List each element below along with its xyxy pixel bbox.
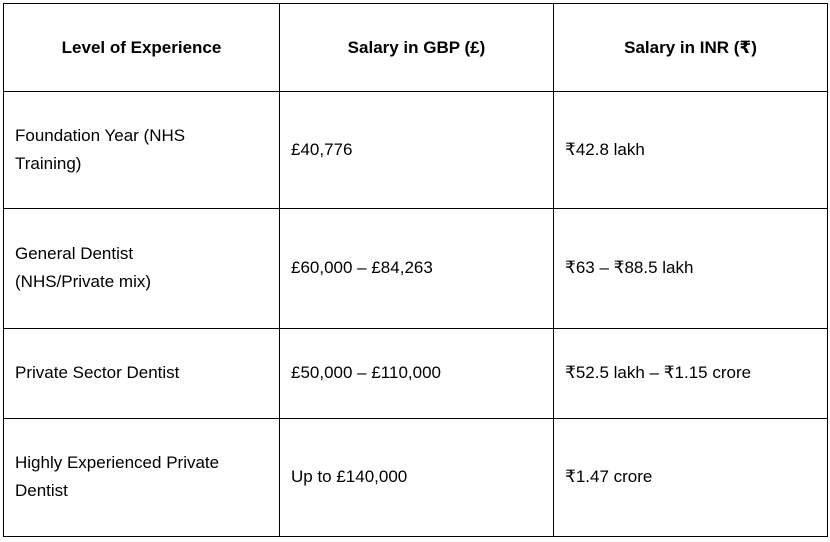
cell-experience-level: Highly Experienced Private Dentist bbox=[3, 417, 280, 538]
cell-experience-level: Private Sector Dentist bbox=[3, 327, 280, 419]
table-row: Highly Experienced Private Dentist Up to… bbox=[3, 417, 828, 538]
cell-salary-gbp: £50,000 – £110,000 bbox=[279, 327, 554, 419]
table-row: General Dentist (NHS/Private mix) £60,00… bbox=[3, 208, 828, 329]
header-cell-salary-inr: Salary in INR (₹) bbox=[553, 3, 828, 92]
table-header-row: Level of Experience Salary in GBP (£) Sa… bbox=[3, 3, 828, 92]
header-cell-salary-gbp: Salary in GBP (£) bbox=[279, 3, 554, 92]
salary-table: Level of Experience Salary in GBP (£) Sa… bbox=[3, 3, 828, 538]
cell-salary-inr: ₹42.8 lakh bbox=[553, 90, 828, 210]
cell-experience-level: General Dentist (NHS/Private mix) bbox=[3, 208, 280, 329]
cell-salary-gbp: £40,776 bbox=[279, 90, 554, 210]
cell-salary-inr: ₹52.5 lakh – ₹1.15 crore bbox=[553, 327, 828, 419]
cell-salary-gbp: Up to £140,000 bbox=[279, 417, 554, 538]
table-row: Foundation Year (NHS Training) £40,776 ₹… bbox=[3, 90, 828, 210]
table-row: Private Sector Dentist £50,000 – £110,00… bbox=[3, 327, 828, 419]
cell-experience-level: Foundation Year (NHS Training) bbox=[3, 90, 280, 210]
header-cell-level-of-experience: Level of Experience bbox=[3, 3, 280, 92]
cell-salary-inr: ₹1.47 crore bbox=[553, 417, 828, 538]
cell-salary-inr: ₹63 – ₹88.5 lakh bbox=[553, 208, 828, 329]
cell-salary-gbp: £60,000 – £84,263 bbox=[279, 208, 554, 329]
